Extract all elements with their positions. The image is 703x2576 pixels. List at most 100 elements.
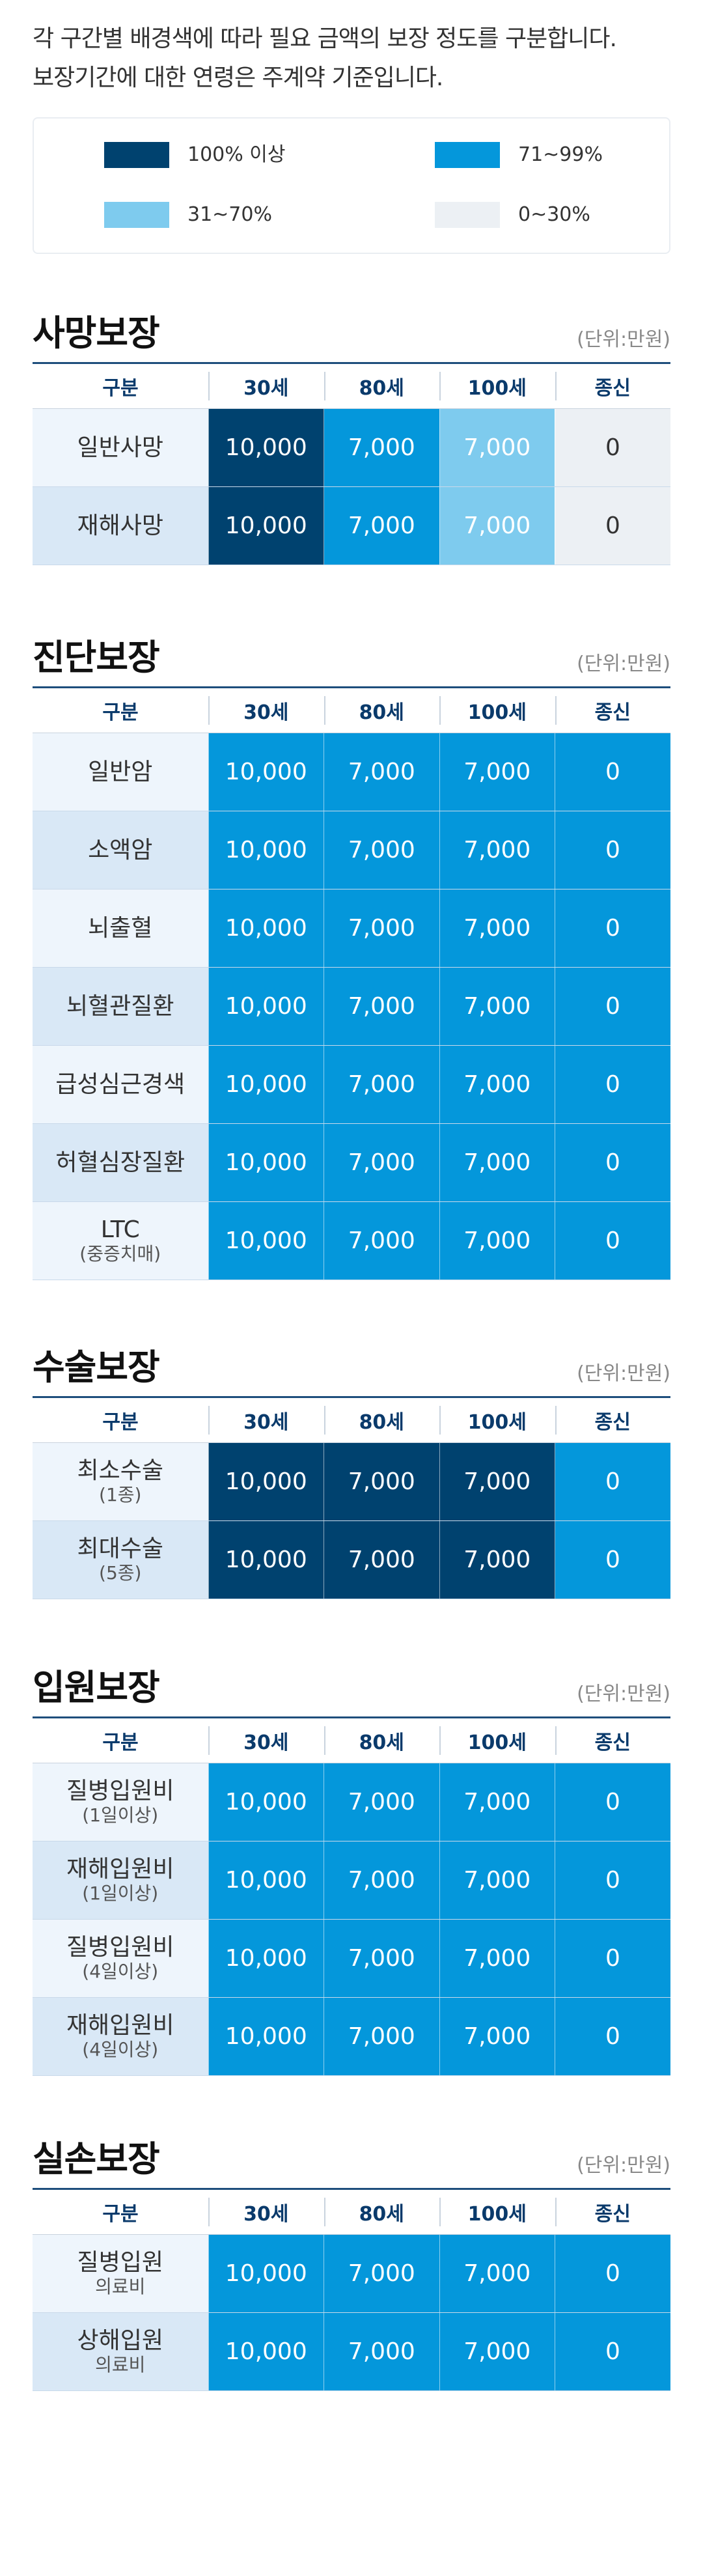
column-header: 30세 [208, 362, 324, 409]
coverage-table: 구분 30세 80세 100세 종신 일반암 10,000 7,000 7,000 0 소액암 10,… [33, 686, 670, 1280]
column-header: 100세 [439, 1396, 555, 1443]
section-title: 사망보장 [33, 313, 160, 354]
value-cell: 10,000 [208, 1919, 324, 1998]
column-header: 80세 [324, 2188, 439, 2235]
table-row: 재해입원비 (4일이상) 10,000 7,000 7,000 0 [33, 1997, 670, 2076]
value-cell: 7,000 [439, 2234, 555, 2313]
row-label-main: 뇌출혈 [88, 914, 153, 942]
column-header: 구분 [33, 2188, 208, 2235]
legend-item-0: 0~30% [435, 202, 682, 262]
value-cell: 7,000 [324, 1045, 439, 1124]
value-cell: 10,000 [208, 1520, 324, 1599]
row-label: 질병입원 의료비 [33, 2234, 208, 2313]
value-cell: 7,000 [439, 1997, 555, 2076]
coverage-sections: 사망보장 (단위:만원) 구분 30세 80세 100세 종신 일반사망 10,000 7,000… [33, 254, 670, 2391]
value-cell: 0 [555, 486, 670, 565]
value-cell: 7,000 [324, 408, 439, 487]
table-row: 질병입원 의료비 10,000 7,000 7,000 0 [33, 2234, 670, 2313]
column-header: 종신 [555, 1396, 670, 1443]
value-cell: 7,000 [439, 408, 555, 487]
column-header: 30세 [208, 1396, 324, 1443]
value-cell: 10,000 [208, 1763, 324, 1841]
column-header: 종신 [555, 2188, 670, 2235]
section-spacer [33, 1280, 670, 1341]
column-header: 100세 [439, 2188, 555, 2235]
value-cell: 7,000 [324, 967, 439, 1046]
table-row: 뇌혈관질환 10,000 7,000 7,000 0 [33, 967, 670, 1046]
section-header: 수술보장 (단위:만원) [33, 1341, 670, 1396]
value-cell: 0 [555, 1763, 670, 1841]
table-row: 소액암 10,000 7,000 7,000 0 [33, 811, 670, 889]
value-cell: 7,000 [324, 1763, 439, 1841]
legend-label-0: 0~30% [518, 203, 590, 226]
value-cell: 7,000 [439, 967, 555, 1046]
value-cell: 7,000 [439, 733, 555, 811]
coverage-table: 구분 30세 80세 100세 종신 일반사망 10,000 7,000 7,000 0 재해사망 1… [33, 362, 670, 565]
row-label-sub: (4일이상) [82, 1960, 159, 1982]
table-row: 뇌출혈 10,000 7,000 7,000 0 [33, 889, 670, 968]
value-cell: 10,000 [208, 486, 324, 565]
value-cell: 7,000 [439, 1919, 555, 1998]
row-label-main: 소액암 [88, 836, 153, 863]
value-cell: 7,000 [324, 1919, 439, 1998]
value-cell: 0 [555, 1442, 670, 1521]
value-cell: 10,000 [208, 2312, 324, 2391]
row-label-main: 재해사망 [77, 512, 163, 539]
row-label: 최소수술 (1종) [33, 1442, 208, 1521]
section-diagnosis: 진단보장 (단위:만원) 구분 30세 80세 100세 종신 일반암 10,000 7,000 7… [33, 632, 670, 1280]
column-header: 구분 [33, 1716, 208, 1763]
value-cell: 0 [555, 733, 670, 811]
section-header: 사망보장 (단위:만원) [33, 307, 670, 362]
row-label: 소액암 [33, 811, 208, 889]
value-cell: 10,000 [208, 1045, 324, 1124]
value-cell: 7,000 [439, 1123, 555, 1202]
column-header: 구분 [33, 1396, 208, 1443]
value-cell: 7,000 [439, 1201, 555, 1280]
column-header: 100세 [439, 1716, 555, 1763]
column-header: 종신 [555, 362, 670, 409]
bottom-spacer [33, 2391, 670, 2450]
column-header: 30세 [208, 1716, 324, 1763]
row-label-main: 최대수술 [77, 1535, 163, 1562]
section-spacer [33, 254, 670, 307]
row-label-main: LTC [100, 1216, 140, 1243]
row-label: 재해사망 [33, 486, 208, 565]
column-header: 80세 [324, 686, 439, 733]
table-row: 재해사망 10,000 7,000 7,000 0 [33, 486, 670, 565]
row-label-sub: (1종) [99, 1483, 142, 1505]
value-cell: 0 [555, 811, 670, 889]
value-cell: 7,000 [324, 733, 439, 811]
table-row: 최대수술 (5종) 10,000 7,000 7,000 0 [33, 1520, 670, 1599]
row-label: 일반암 [33, 733, 208, 811]
value-cell: 0 [555, 1919, 670, 1998]
column-header: 30세 [208, 686, 324, 733]
row-label: 상해입원 의료비 [33, 2312, 208, 2391]
section-title: 수술보장 [33, 1347, 160, 1388]
unit-label: (단위:만원) [577, 2154, 670, 2177]
unit-label: (단위:만원) [577, 1362, 670, 1385]
row-label-sub: (1일이상) [82, 1882, 159, 1904]
value-cell: 10,000 [208, 1201, 324, 1280]
column-header: 100세 [439, 686, 555, 733]
column-header: 종신 [555, 1716, 670, 1763]
row-label-main: 일반사망 [77, 434, 163, 461]
value-cell: 7,000 [324, 1442, 439, 1521]
column-header: 30세 [208, 2188, 324, 2235]
row-label: 급성심근경색 [33, 1045, 208, 1124]
section-header: 입원보장 (단위:만원) [33, 1662, 670, 1716]
row-label-sub: (4일이상) [82, 2038, 159, 2060]
table-row: 일반사망 10,000 7,000 7,000 0 [33, 408, 670, 487]
row-label: 허혈심장질환 [33, 1123, 208, 1202]
column-header: 80세 [324, 1396, 439, 1443]
row-label: 재해입원비 (1일이상) [33, 1841, 208, 1920]
row-label-sub: (중증치매) [79, 1242, 161, 1265]
legend-item-71: 71~99% [435, 142, 682, 202]
table-row: 최소수술 (1종) 10,000 7,000 7,000 0 [33, 1442, 670, 1521]
value-cell: 0 [555, 967, 670, 1046]
value-cell: 10,000 [208, 1123, 324, 1202]
column-header: 100세 [439, 362, 555, 409]
row-label: 뇌혈관질환 [33, 967, 208, 1046]
row-label-sub: 의료비 [95, 2275, 146, 2297]
value-cell: 7,000 [439, 1763, 555, 1841]
